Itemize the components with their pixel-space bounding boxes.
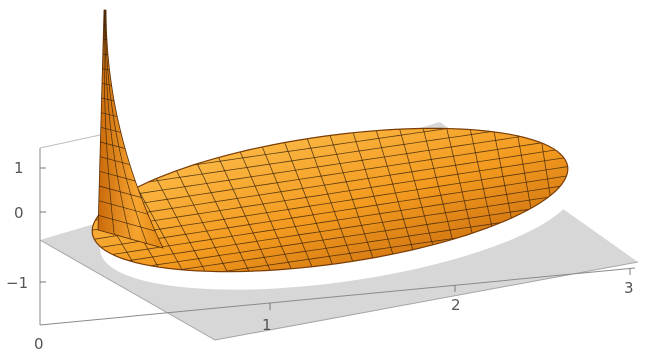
surface-rim: [91, 127, 569, 273]
mesh-line: [145, 157, 213, 272]
mesh-line: [191, 151, 253, 272]
spike-mesh-line: [105, 10, 148, 244]
mesh-line: [168, 154, 233, 272]
mesh-line: [92, 200, 568, 272]
surface-spike: [97, 9, 164, 249]
mesh-line: [397, 128, 436, 254]
mesh-line: [282, 138, 334, 268]
floor-edge: [39, 239, 639, 341]
mesh-line: [92, 182, 568, 260]
mesh-line: [351, 128, 395, 259]
mesh-line: [92, 164, 568, 242]
spike-mesh: [98, 9, 156, 244]
z-tick-label: 1: [14, 159, 24, 177]
mesh-line: [328, 132, 375, 262]
mesh-line: [92, 191, 568, 268]
x-axis-line: [39, 267, 636, 326]
x-tick-label: 0: [34, 335, 44, 353]
mesh-line: [466, 128, 497, 245]
z-tick-label: 0: [14, 204, 24, 222]
spike-mesh-line: [103, 9, 115, 235]
mesh-line: [92, 128, 568, 204]
z-axis-back: [39, 134, 101, 149]
mesh-line: [236, 145, 294, 272]
mesh-line: [92, 173, 568, 251]
x-tick-label: 2: [451, 296, 461, 314]
x-tick-label: 3: [624, 279, 634, 297]
mesh-line: [420, 128, 456, 251]
mesh-line: [443, 128, 476, 248]
mesh-line: [92, 146, 568, 223]
mesh-line: [305, 135, 355, 265]
mesh-line: [374, 128, 416, 257]
mesh-line: [259, 141, 314, 271]
mesh-line: [92, 155, 568, 233]
z-tick-label: −1: [6, 274, 28, 292]
mesh-line: [214, 148, 274, 272]
mesh-line: [92, 137, 568, 214]
spike-mesh-line: [104, 9, 131, 240]
x-tick-label: 1: [262, 316, 272, 334]
